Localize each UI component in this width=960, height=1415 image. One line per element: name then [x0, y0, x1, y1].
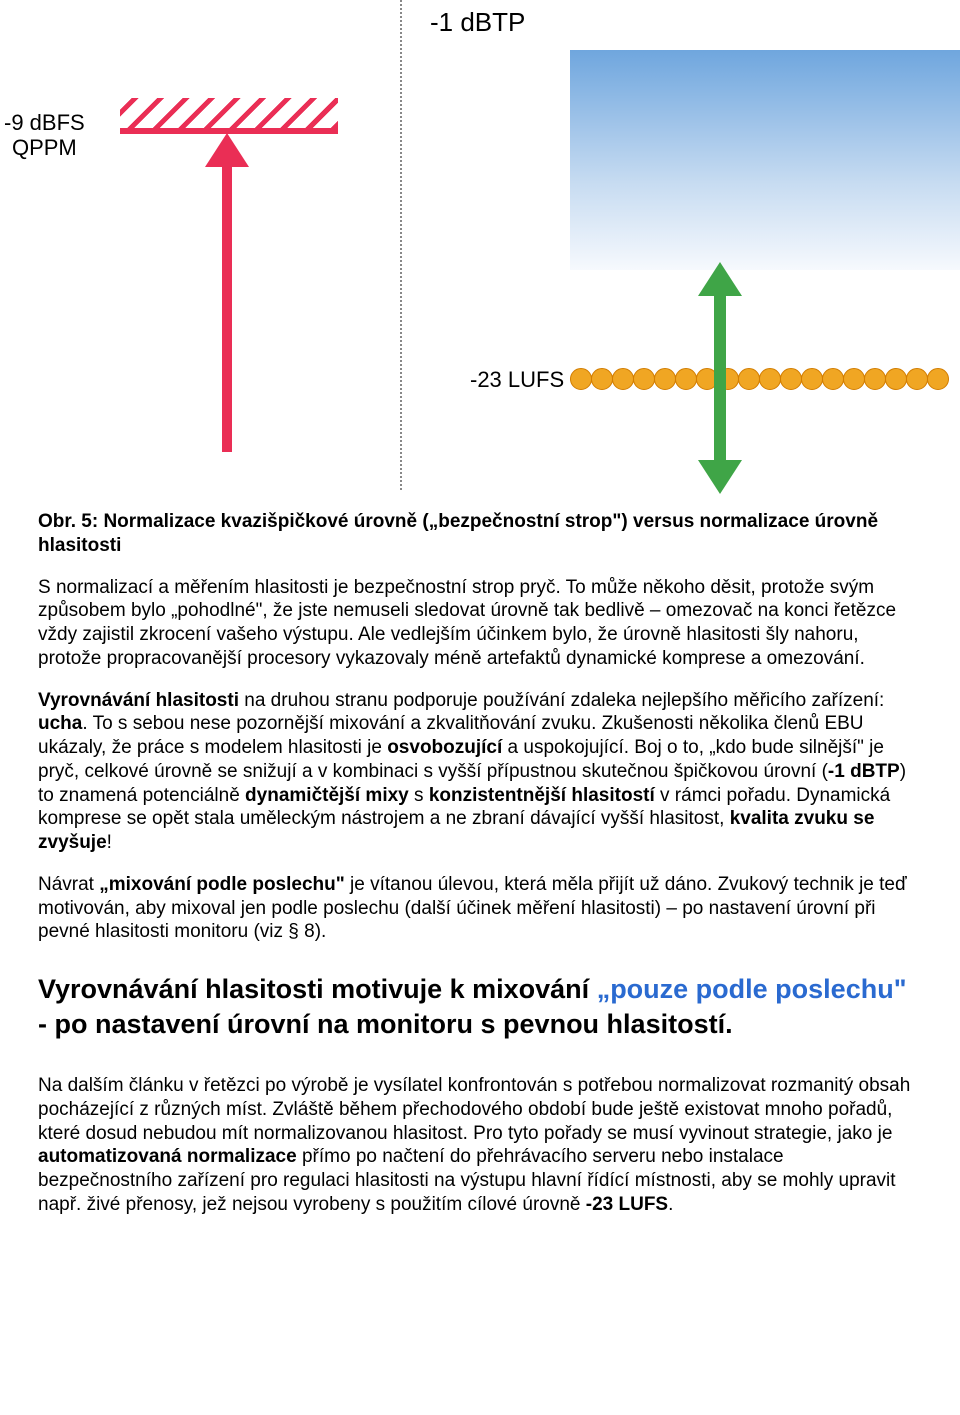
p4-a: Na dalším článku v řetězci po výrobě je … [38, 1075, 910, 1144]
bead-icon [759, 368, 781, 390]
bead-icon [738, 368, 760, 390]
p2-e: s [409, 785, 429, 806]
heading-a: Vyrovnávání hlasitosti motivuje k mixová… [38, 974, 597, 1004]
label-lufs: -23 LUFS [470, 366, 564, 394]
p3-bold-a: „mixování podle poslechu" [99, 874, 345, 895]
hatched-ceiling [120, 98, 338, 134]
p4-c: . [668, 1194, 673, 1215]
p2-bold-f: konzistentnější hlasitostí [429, 785, 655, 806]
bead-icon [633, 368, 655, 390]
p4-bold-b: -23 LUFS [580, 1194, 668, 1215]
bead-icon [780, 368, 802, 390]
pull-quote-heading: Vyrovnávání hlasitosti motivuje k mixová… [38, 972, 922, 1042]
heading-b: - po nastavení úrovní na monitoru s pevn… [38, 1009, 733, 1039]
bead-icon [801, 368, 823, 390]
green-arrow-down-icon [698, 460, 742, 494]
p2-bold-c: osvobozující [387, 737, 502, 758]
heading-blue: „pouze podle poslechu" [597, 974, 907, 1004]
bead-icon [570, 368, 592, 390]
paragraph-2: Vyrovnávání hlasitosti na druhou stranu … [38, 689, 922, 855]
p2-ear: ucha [38, 713, 82, 734]
green-arrow-shaft [714, 292, 726, 464]
paragraph-4: Na dalším článku v řetězci po výrobě je … [38, 1074, 922, 1217]
bead-icon [675, 368, 697, 390]
label-dbtp: -1 dBTP [430, 6, 525, 39]
blue-gradient-block [570, 50, 960, 270]
bead-icon [654, 368, 676, 390]
figure-diagram: -1 dBTP -9 dBFS QPPM -23 LUFS [0, 0, 960, 490]
p2-bold-e: dynamičtější mixy [245, 785, 409, 806]
bead-icon [885, 368, 907, 390]
p2-a: na druhou stranu podporuje používání zda… [239, 690, 884, 711]
figure-caption: Obr. 5: Normalizace kvazišpičkové úrovně… [38, 510, 922, 558]
bead-icon [822, 368, 844, 390]
bead-icon [864, 368, 886, 390]
bead-icon [843, 368, 865, 390]
bead-icon [906, 368, 928, 390]
bead-icon [612, 368, 634, 390]
green-arrow-up-icon [698, 262, 742, 296]
label-dbfs-line2: QPPM [12, 135, 77, 160]
hatch-pattern [120, 98, 338, 128]
text-content: Obr. 5: Normalizace kvazišpičkové úrovně… [0, 490, 960, 1275]
red-arrow-shaft [222, 160, 232, 452]
p4-bold-a: automatizovaná normalizace [38, 1146, 297, 1167]
label-dbfs: -9 dBFS QPPM [4, 110, 85, 161]
p2-g: ! [107, 832, 112, 853]
bead-icon [927, 368, 949, 390]
bead-icon [591, 368, 613, 390]
divider-line [400, 0, 402, 490]
label-dbfs-line1: -9 dBFS [4, 110, 85, 135]
paragraph-3: Návrat „mixování podle poslechu" je víta… [38, 873, 922, 944]
p3-a: Návrat [38, 874, 99, 895]
p2-bold-d: -1 dBTP [828, 761, 900, 782]
paragraph-1: S normalizací a měřením hlasitosti je be… [38, 576, 922, 671]
p2-bold-prefix: Vyrovnávání hlasitosti [38, 690, 239, 711]
orange-beads-row [570, 368, 960, 390]
